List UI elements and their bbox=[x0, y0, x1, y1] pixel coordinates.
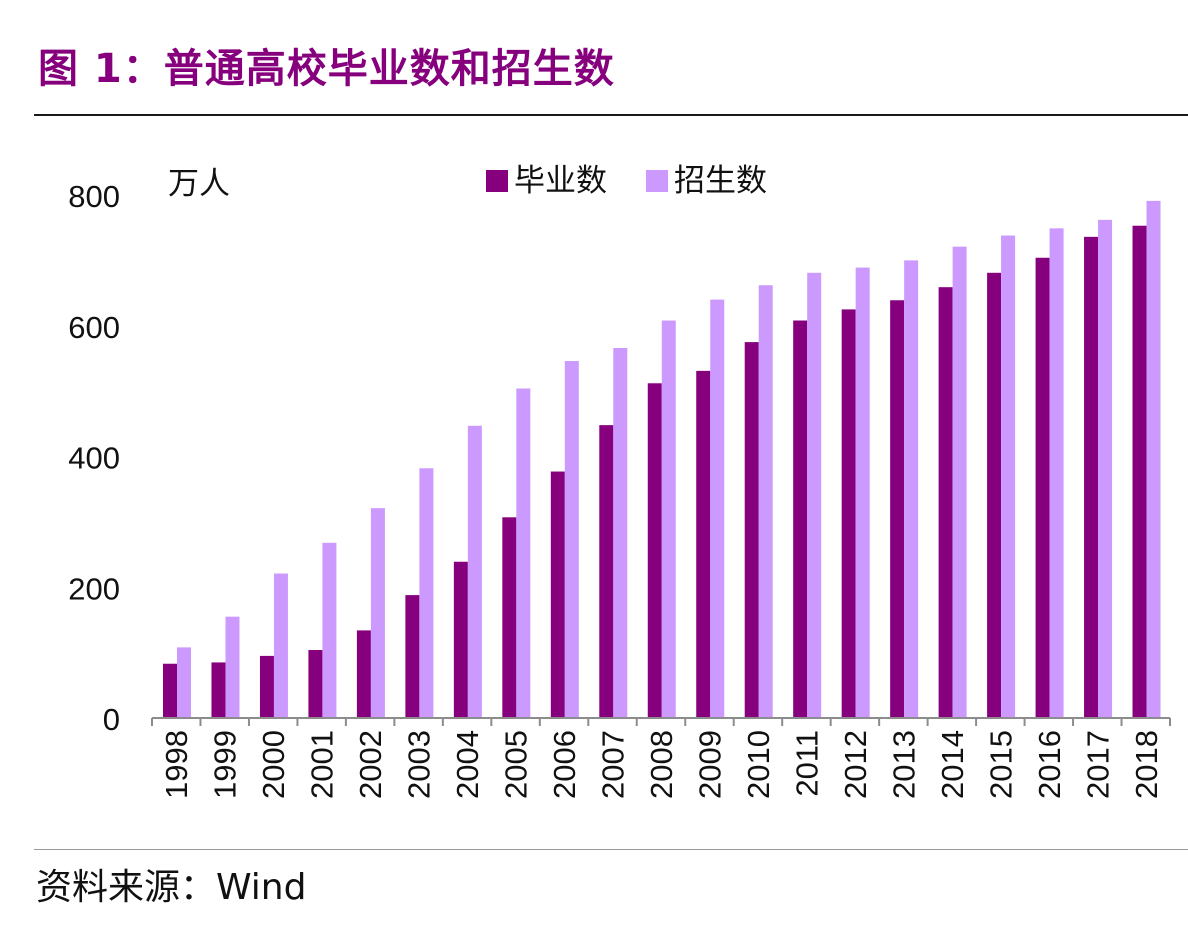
bar-graduates bbox=[1035, 257, 1050, 718]
x-tick-label: 2003 bbox=[402, 730, 437, 799]
legend: 毕业数 招生数 bbox=[486, 163, 767, 198]
bar-enrollment bbox=[322, 542, 337, 718]
bar-enrollment bbox=[516, 388, 531, 718]
bar-graduates bbox=[1132, 225, 1147, 718]
x-tick-label: 2000 bbox=[256, 730, 291, 799]
x-tick-label: 2010 bbox=[741, 730, 776, 799]
bar-graduates bbox=[696, 370, 711, 718]
x-tick-label: 2011 bbox=[789, 730, 824, 797]
bar-graduates bbox=[550, 471, 565, 718]
legend-swatch bbox=[486, 170, 508, 192]
bar-enrollment bbox=[1098, 219, 1113, 718]
chart-title: 图 1：普通高校毕业数和招生数 bbox=[38, 46, 615, 92]
bar-graduates bbox=[647, 383, 662, 718]
y-axis-unit-label: 万人 bbox=[168, 166, 230, 201]
bar-enrollment bbox=[564, 361, 579, 718]
bar-enrollment bbox=[273, 573, 288, 718]
bar-graduates bbox=[405, 595, 420, 718]
bar-enrollment bbox=[1001, 235, 1016, 718]
x-tick-label: 2014 bbox=[935, 730, 970, 799]
bar-enrollment bbox=[225, 616, 240, 718]
bar-enrollment bbox=[177, 647, 191, 718]
bar-enrollment bbox=[952, 246, 967, 718]
x-tick-label: 2018 bbox=[1129, 730, 1164, 799]
y-tick-label: 200 bbox=[68, 571, 120, 606]
bar-graduates bbox=[841, 309, 856, 718]
y-tick-label: 600 bbox=[68, 310, 120, 345]
bar-graduates bbox=[163, 663, 177, 718]
bar-enrollment bbox=[1146, 200, 1161, 718]
y-axis: 0 200 400 600 800 bbox=[68, 179, 120, 737]
x-tick-label: 2004 bbox=[450, 730, 485, 799]
bar-enrollment bbox=[855, 267, 870, 718]
bar-enrollment bbox=[710, 299, 725, 718]
x-tick-label: 2005 bbox=[499, 730, 534, 799]
bar-enrollment bbox=[904, 260, 919, 718]
bar-graduates bbox=[259, 655, 274, 718]
y-tick-label: 400 bbox=[68, 441, 120, 476]
title-divider bbox=[34, 114, 1188, 116]
bar-enrollment bbox=[370, 508, 385, 718]
bar-graduates bbox=[356, 630, 371, 718]
x-tick-label: 2008 bbox=[644, 730, 679, 799]
x-tick-label: 1998 bbox=[159, 730, 194, 799]
legend-label: 毕业数 bbox=[514, 163, 607, 198]
bar-enrollment bbox=[1049, 228, 1064, 718]
footer-divider bbox=[34, 849, 1188, 850]
bar-graduates bbox=[793, 320, 808, 718]
x-tick-label: 2001 bbox=[305, 730, 340, 799]
bar-enrollment bbox=[758, 285, 773, 718]
bar-chart: 万人 毕业数 招生数 0 200 400 600 800 1998 1999 2000 2001… bbox=[68, 163, 1171, 799]
bar-graduates bbox=[1084, 236, 1099, 718]
bar-graduates bbox=[599, 425, 614, 718]
y-tick-label: 0 bbox=[103, 702, 120, 737]
legend-label: 招生数 bbox=[674, 163, 767, 198]
bar-enrollment bbox=[613, 347, 628, 718]
x-axis: 1998 1999 2000 2001 2002 2003 2004 2005 2006 2007… bbox=[151, 717, 1171, 799]
bar-enrollment bbox=[807, 272, 822, 718]
x-tick-label: 2015 bbox=[983, 730, 1018, 799]
bar-enrollment bbox=[419, 468, 434, 718]
x-tick-label: 2006 bbox=[547, 730, 582, 799]
bar-graduates bbox=[211, 662, 226, 718]
bars bbox=[163, 200, 1161, 718]
x-tick-label: 2016 bbox=[1032, 730, 1067, 799]
x-tick-label: 2017 bbox=[1080, 730, 1115, 799]
x-tick-label: 2002 bbox=[353, 730, 388, 799]
bar-graduates bbox=[453, 561, 468, 718]
bar-graduates bbox=[938, 287, 953, 718]
x-tick-label: 2012 bbox=[838, 730, 873, 799]
bar-graduates bbox=[890, 300, 905, 718]
y-tick-label: 800 bbox=[68, 179, 120, 214]
bar-graduates bbox=[744, 342, 759, 718]
x-tick-label: 1999 bbox=[208, 730, 243, 799]
bar-graduates bbox=[308, 650, 323, 718]
bar-graduates bbox=[987, 272, 1002, 718]
x-tick-label: 2013 bbox=[886, 730, 921, 799]
legend-swatch bbox=[646, 170, 668, 192]
source-note: 资料来源：Wind bbox=[36, 867, 307, 908]
bar-enrollment bbox=[661, 320, 676, 718]
bar-graduates bbox=[502, 517, 517, 718]
bar-enrollment bbox=[467, 425, 482, 718]
x-tick-label: 2009 bbox=[692, 730, 727, 799]
x-tick-label: 2007 bbox=[596, 730, 631, 799]
